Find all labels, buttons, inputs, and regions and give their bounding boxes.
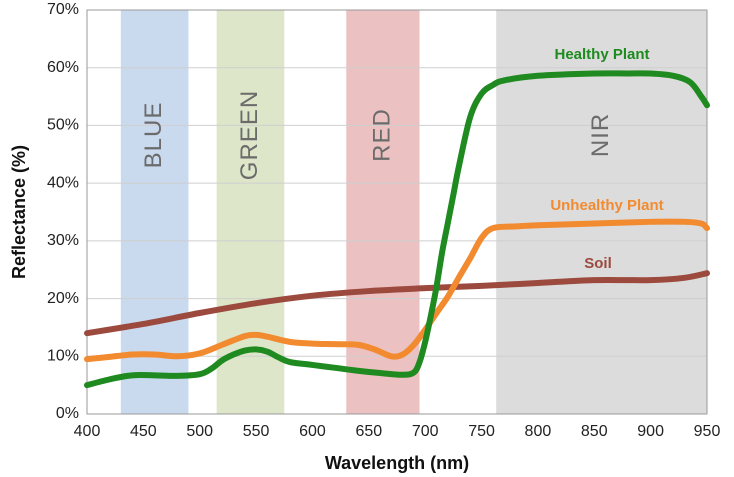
- series-line-healthy-plant: [84, 70, 710, 389]
- series-lines: [84, 70, 710, 389]
- axis-ticks: 400 450 500 550 600 650 700 750 800 850 900 950 0% 10…: [47, 1, 720, 440]
- series-line-soil: [84, 270, 710, 337]
- series-label-unhealthy-plant: Unhealthy Plant: [550, 197, 663, 214]
- band-label-green: GREEN: [236, 90, 263, 180]
- x-tick-label: 850: [581, 423, 608, 440]
- y-tick-label: 50%: [47, 117, 79, 134]
- y-tick-label: 20%: [47, 290, 79, 307]
- y-tick-label: 70%: [47, 1, 79, 18]
- x-tick-label: 400: [74, 423, 101, 440]
- x-tick-label: 550: [243, 423, 270, 440]
- x-tick-label: 600: [299, 423, 326, 440]
- x-tick-label: 700: [412, 423, 439, 440]
- x-tick-label: 650: [355, 423, 382, 440]
- band-label-red: RED: [368, 108, 395, 162]
- x-tick-label: 950: [694, 423, 721, 440]
- y-tick-label: 30%: [47, 232, 79, 249]
- series-label-soil: Soil: [584, 255, 612, 272]
- y-tick-label: 10%: [47, 348, 79, 365]
- series-labels: Soil Unhealthy Plant Healthy Plant: [550, 46, 663, 272]
- x-tick-label: 750: [468, 423, 495, 440]
- series-line-unhealthy-plant: [84, 218, 710, 363]
- series-label-healthy-plant: Healthy Plant: [554, 46, 649, 63]
- band-blue: [120, 10, 189, 414]
- y-axis-title: Reflectance (%): [9, 145, 29, 279]
- plot-frame: [86, 9, 708, 415]
- x-axis-title: Wavelength (nm): [325, 453, 469, 473]
- band-label-blue: BLUE: [140, 102, 167, 169]
- band-label-nir: NIR: [587, 113, 614, 157]
- y-tick-label: 60%: [47, 59, 79, 76]
- x-tick-label: 800: [525, 423, 552, 440]
- band-labels: BLUE GREEN RED NIR: [140, 90, 614, 180]
- x-tick-label: 500: [186, 423, 213, 440]
- y-tick-label: 40%: [47, 174, 79, 191]
- y-tick-label: 0%: [56, 405, 79, 422]
- x-tick-label: 900: [637, 423, 664, 440]
- x-tick-label: 450: [130, 423, 157, 440]
